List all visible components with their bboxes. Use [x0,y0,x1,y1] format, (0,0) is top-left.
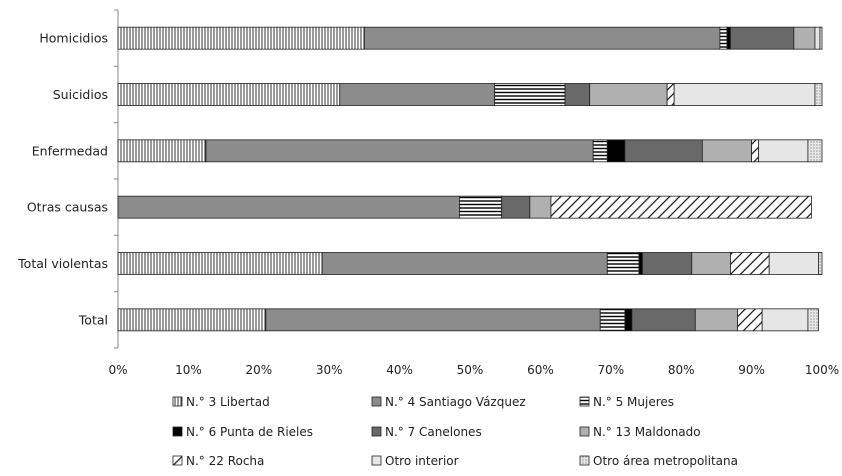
bar-segment [606,252,640,275]
bar-segment [265,308,601,332]
legend-swatch [579,455,590,466]
bar-segment [117,83,341,106]
legend-label: N.° 13 Maldonado [593,425,701,439]
bar-segment [599,308,626,332]
bar-segment [117,195,460,219]
bar-segment [691,252,731,275]
bar-segment [768,252,819,275]
chart-bars [117,26,823,332]
bar-segment [673,83,816,106]
legend-swatch [579,396,590,407]
legend-swatch [371,455,382,466]
bar-segment [205,139,594,163]
x-tick-label: 90% [738,363,765,377]
x-tick-label: 50% [457,363,484,377]
bar-segment [814,83,823,106]
x-tick-label: 10% [175,363,202,377]
bar-segment [818,252,823,275]
bar-segment [494,83,566,106]
category-label: Total violentas [17,256,108,271]
x-axis-tick-labels: 0% 10% 20% 30% 40% 50% 60% 70% 80% 90% 100% [108,363,839,377]
chart-axes [114,9,119,349]
x-tick-label: 20% [245,363,272,377]
x-tick-label: 70% [597,363,624,377]
bar-segment [761,308,809,332]
category-labels: Homicidios Suicidios Enfermedad Otras causa… [17,31,108,328]
bar-segment [117,308,267,332]
bar-segment [117,252,323,275]
legend-label: N.° 5 Mujeres [593,395,674,409]
x-tick-label: 0% [108,363,127,377]
x-tick-label: 40% [386,363,413,377]
bar-segment [363,26,721,50]
legend-swatch [371,396,382,407]
bar-segment [529,195,552,219]
category-label: Otras causas [27,200,108,215]
bar-segment [701,139,753,163]
bar-segment [339,83,496,106]
x-tick-label: 80% [668,363,695,377]
bar-segment [751,139,760,163]
x-tick-label: 30% [316,363,343,377]
bar-segment [793,26,816,50]
legend-swatch [172,426,183,437]
bar-segment [719,26,728,50]
legend-label: N.° 3 Libertad [186,395,270,409]
bar-segment [606,139,626,163]
category-label: Total [78,312,108,327]
bar-segment [730,26,795,50]
category-label: Enfermedad [32,143,108,158]
legend-label: N.° 6 Punta de Rieles [186,425,313,439]
legend-swatch [579,426,590,437]
bar-segment [117,26,365,50]
bar-segment [459,195,503,219]
bar-segment [501,195,531,219]
legend-label: Otro interior [385,454,459,468]
legend-swatch [172,396,183,407]
legend-label: Otro área metropolitana [593,454,738,468]
bar-segment [564,83,591,106]
bar-segment [117,139,207,163]
category-label: Homicidios [39,31,108,46]
legend-label: N.° 4 Santiago Vázquez [385,395,526,409]
bar-segment [730,252,770,275]
category-label: Suicidios [53,87,108,102]
bar-segment [737,308,763,332]
legend-label: N.° 7 Canelones [385,425,482,439]
bar-segment [807,308,819,332]
legend-swatch [371,426,382,437]
legend-label: N.° 22 Rocha [186,454,264,468]
bar-segment [726,26,731,50]
bar-segment [758,139,809,163]
bar-segment [624,308,633,332]
chart-legend: N.° 3 Libertad N.° 4 Santiago Vázquez N.° … [172,395,738,468]
bar-segment [589,83,668,106]
bar-segment [666,83,675,106]
legend-swatch [172,455,183,466]
bar-segment [592,139,608,163]
bar-segment [814,26,821,50]
bar-segment [642,252,693,275]
bar-segment [694,308,738,332]
bar-segment [638,252,643,275]
x-tick-label: 100% [805,363,839,377]
bar-segment [819,26,823,50]
bar-segment [550,195,812,219]
bar-segment [624,139,703,163]
bar-segment [631,308,696,332]
bar-segment [807,139,823,163]
bar-segment [321,252,608,275]
x-tick-label: 60% [527,363,554,377]
